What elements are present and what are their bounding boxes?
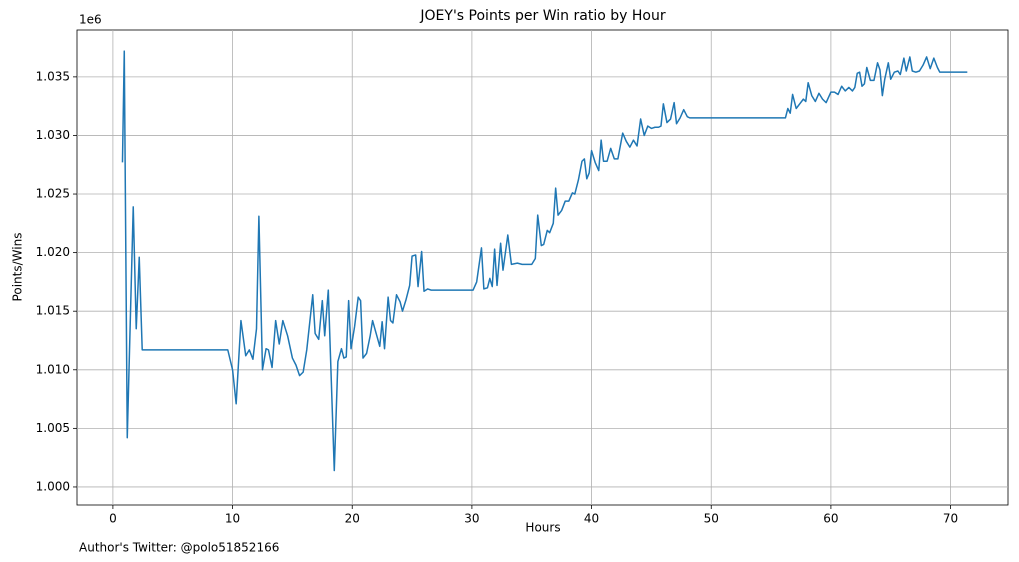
y-offset-label: 1e6 (79, 13, 102, 27)
x-tick-label: 10 (225, 512, 240, 526)
x-tick-label: 60 (823, 512, 838, 526)
x-tick-label: 0 (109, 512, 117, 526)
x-axis-label: Hours (525, 521, 560, 535)
y-tick-label: 1.005 (36, 421, 70, 435)
y-tick-label: 1.015 (36, 304, 70, 318)
y-tick-label: 1.010 (36, 362, 70, 376)
y-axis-label: Points/Wins (11, 233, 25, 302)
x-tick-label: 50 (704, 512, 719, 526)
y-tick-label: 1.000 (36, 479, 70, 493)
x-tick-label: 70 (943, 512, 958, 526)
chart-title: JOEY's Points per Win ratio by Hour (419, 8, 665, 24)
y-tick-label: 1.030 (36, 128, 70, 142)
data-line (121, 50, 968, 472)
plot-frame (76, 29, 1009, 506)
x-tick-label: 40 (584, 512, 599, 526)
x-tick-label: 30 (464, 512, 479, 526)
y-tick-label: 1.020 (36, 245, 70, 259)
y-tick-label: 1.035 (36, 69, 70, 83)
x-tick-label: 20 (345, 512, 360, 526)
footer: Author's Twitter: @polo51852166 (79, 541, 279, 555)
y-tick-label: 1.025 (36, 187, 70, 201)
